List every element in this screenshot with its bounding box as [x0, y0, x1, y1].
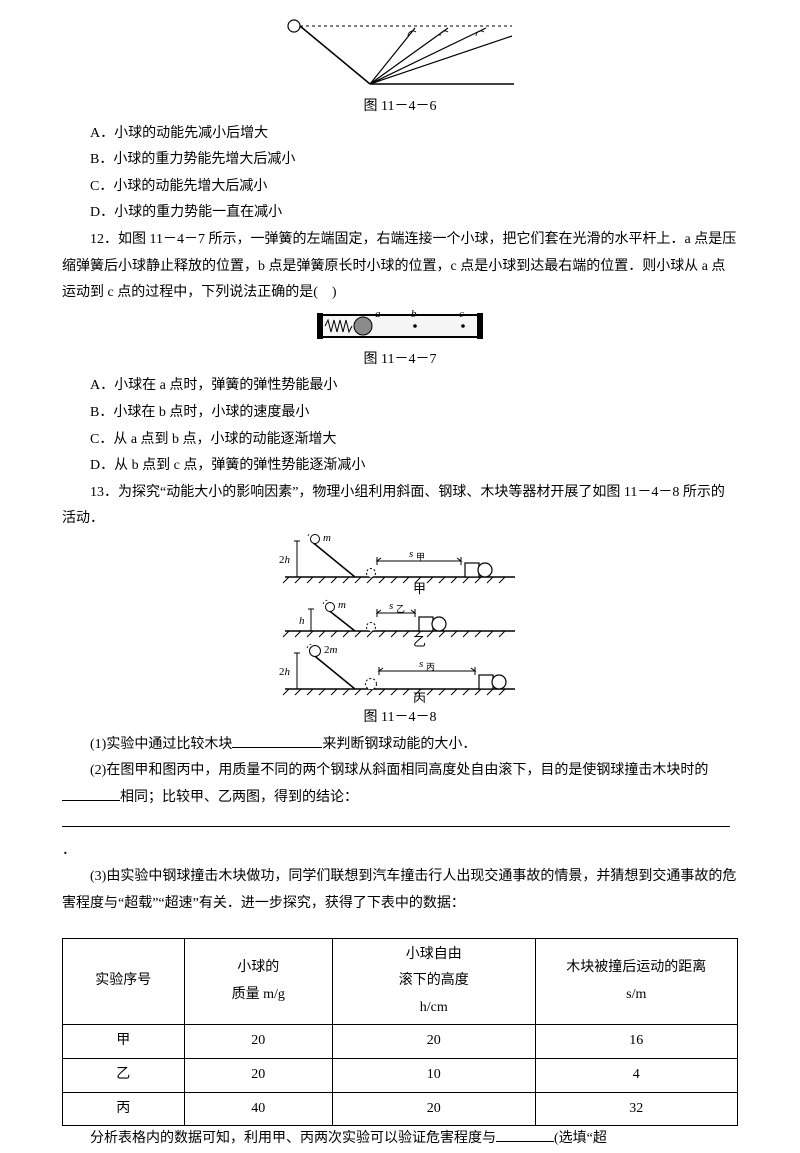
q13-2c: ．: [62, 843, 76, 858]
svg-text:s: s: [389, 600, 393, 612]
fig6-svg: [280, 14, 520, 92]
blank-1: [232, 734, 322, 748]
cell-exp: 甲: [63, 1025, 185, 1059]
blank-3: [62, 813, 730, 827]
svg-text:甲: 甲: [416, 552, 425, 562]
svg-text:乙: 乙: [413, 634, 426, 649]
svg-text:m: m: [338, 599, 346, 611]
cell-height: 10: [333, 1059, 536, 1093]
table-header-row: 实验序号 小球的质量 m/g 小球自由滚下的高度h/cm 木块被撞后运动的距离s…: [63, 938, 738, 1025]
table-row: 甲 20 20 16: [63, 1025, 738, 1059]
th-mass: 小球的质量 m/g: [184, 938, 333, 1025]
q12-option-d: D．从 b 点到 c 点，弹簧的弹性势能逐渐减小: [62, 453, 738, 480]
q13-2a: (2)在图甲和图丙中，用质量不同的两个钢球从斜面相同高度处自由滚下，目的是使钢球…: [90, 763, 708, 778]
cell-mass: 20: [184, 1025, 333, 1059]
fig6-caption: 图 11－4－6: [62, 94, 738, 121]
svg-text:丙: 丙: [413, 691, 426, 703]
spacer: [62, 918, 738, 932]
q13-sub3: (3)由实验中钢球撞击木块做功，同学们联想到汽车撞击行人出现交通事故的情景，并猜…: [62, 864, 738, 917]
q12-text: 12．如图 11－4－7 所示，一弹簧的左端固定，右端连接一个小球，把它们套在光…: [62, 227, 738, 307]
th-dist: 木块被撞后运动的距离s/m: [535, 938, 738, 1025]
svg-text:乙: 乙: [396, 604, 405, 614]
blank-2: [62, 787, 120, 801]
q13-sub2-line2: ．: [62, 811, 738, 864]
svg-text:2h: 2h: [279, 666, 291, 678]
blank-4: [496, 1128, 554, 1142]
q13-2b: 相同；比较甲、乙两图，得到的结论：: [120, 790, 358, 805]
q13-sub4: 分析表格内的数据可知，利用甲、丙两次实验可以验证危害程度与 (选填“超: [62, 1126, 738, 1153]
fig8-caption: 图 11－4－8: [62, 705, 738, 732]
figure-11-4-6: 图 11－4－6: [62, 14, 738, 121]
table-row: 乙 20 10 4: [63, 1059, 738, 1093]
q13-4b: (选填“超: [554, 1131, 607, 1146]
cell-exp: 乙: [63, 1059, 185, 1093]
svg-text:m: m: [323, 533, 331, 544]
q12-option-a: A．小球在 a 点时，弹簧的弹性势能最小: [62, 373, 738, 400]
q13-text: 13．为探究“动能大小的影响因素”，物理小组利用斜面、钢球、木块等器材开展了如图…: [62, 480, 738, 533]
svg-text:2m: 2m: [324, 644, 338, 656]
q12-option-b: B．小球在 b 点时，小球的速度最小: [62, 400, 738, 427]
data-table: 实验序号 小球的质量 m/g 小球自由滚下的高度h/cm 木块被撞后运动的距离s…: [62, 938, 738, 1127]
th-exp: 实验序号: [63, 938, 185, 1025]
fig7-label-b: b: [411, 308, 417, 320]
figure-11-4-8: m 2h s甲 甲 m h: [62, 533, 738, 732]
q13-sub2: (2)在图甲和图丙中，用质量不同的两个钢球从斜面相同高度处自由滚下，目的是使钢球…: [62, 758, 738, 811]
svg-text:s: s: [409, 548, 413, 560]
svg-text:2h: 2h: [279, 554, 291, 566]
fig7-label-a: a: [375, 308, 381, 320]
svg-text:s: s: [419, 658, 423, 670]
q11-option-a: A．小球的动能先减小后增大: [62, 121, 738, 148]
fig7-svg: a b c: [315, 307, 485, 345]
cell-exp: 丙: [63, 1092, 185, 1126]
cell-height: 20: [333, 1025, 536, 1059]
fig8-svg: m 2h s甲 甲 m h: [275, 533, 525, 703]
cell-height: 20: [333, 1092, 536, 1126]
q13-sub1: (1)实验中通过比较木块 来判断钢球动能的大小．: [62, 732, 738, 759]
q13-4a: 分析表格内的数据可知，利用甲、丙两次实验可以验证危害程度与: [90, 1131, 496, 1146]
q11-option-b: B．小球的重力势能先增大后减小: [62, 147, 738, 174]
svg-text:甲: 甲: [413, 581, 426, 596]
svg-text:h: h: [299, 615, 305, 627]
svg-text:丙: 丙: [426, 662, 435, 672]
q13-1b: 来判断钢球动能的大小．: [322, 737, 476, 752]
table-row: 丙 40 20 32: [63, 1092, 738, 1126]
cell-dist: 16: [535, 1025, 738, 1059]
fig7-caption: 图 11－4－7: [62, 347, 738, 374]
th-height: 小球自由滚下的高度h/cm: [333, 938, 536, 1025]
figure-11-4-7: a b c 图 11－4－7: [62, 307, 738, 374]
q11-option-c: C．小球的动能先增大后减小: [62, 174, 738, 201]
q12-option-c: C．从 a 点到 b 点，小球的动能逐渐增大: [62, 427, 738, 454]
q13-1a: (1)实验中通过比较木块: [90, 737, 232, 752]
fig7-label-c: c: [459, 308, 464, 320]
q11-option-d: D．小球的重力势能一直在减小: [62, 200, 738, 227]
cell-dist: 4: [535, 1059, 738, 1093]
cell-mass: 40: [184, 1092, 333, 1126]
cell-mass: 20: [184, 1059, 333, 1093]
cell-dist: 32: [535, 1092, 738, 1126]
